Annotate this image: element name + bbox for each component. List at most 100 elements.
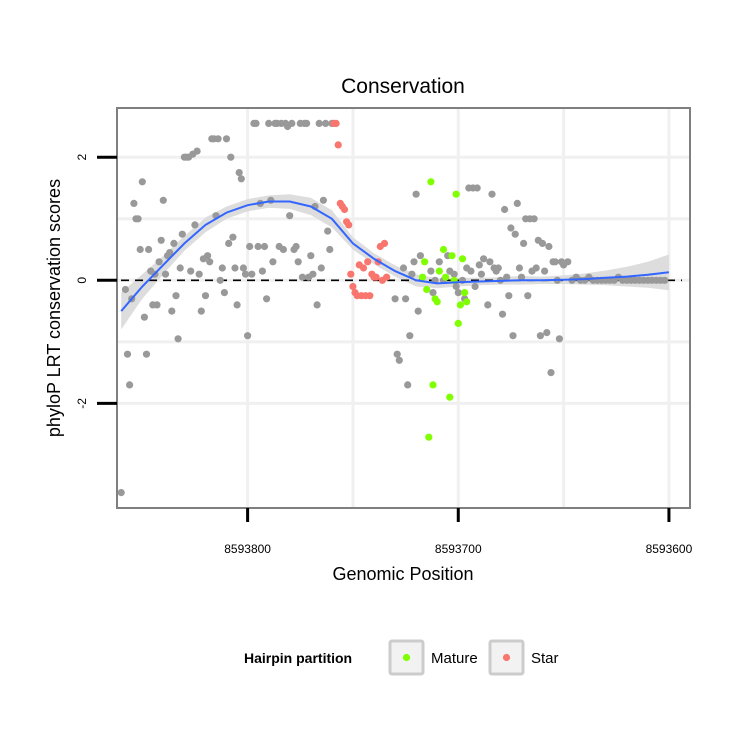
data-point-other [178, 230, 186, 238]
data-point-other [229, 233, 237, 241]
data-point-other [427, 267, 435, 275]
data-point-other [197, 307, 205, 315]
series-mature [418, 178, 471, 441]
data-point-other [532, 264, 540, 272]
data-point-star [345, 221, 353, 229]
data-point-star [340, 205, 349, 214]
data-point-other [326, 245, 334, 254]
data-point-other [267, 196, 275, 204]
data-point-other [486, 258, 494, 266]
data-point-other [260, 242, 269, 251]
data-point-other [406, 332, 414, 340]
data-point-other [269, 258, 277, 266]
data-point-other [536, 332, 545, 340]
legend-item-mature: Mature [388, 639, 478, 676]
data-point-other [551, 258, 559, 266]
data-point-other [235, 169, 243, 177]
data-point-other [480, 255, 488, 263]
data-point-other [307, 252, 315, 260]
data-point-other [218, 264, 226, 272]
data-point-other [166, 249, 174, 257]
data-point-other [222, 135, 231, 143]
data-point-other [471, 282, 479, 291]
data-point-mature [425, 433, 433, 441]
data-point-other [416, 252, 424, 260]
data-point-other [564, 258, 572, 266]
data-point-mature [461, 289, 469, 297]
data-point-other [241, 270, 250, 278]
data-point-other [204, 252, 212, 260]
data-point-other [543, 329, 551, 337]
data-point-other [153, 301, 161, 309]
data-point-other [258, 267, 266, 275]
data-point-mature [433, 298, 441, 306]
data-point-other [292, 242, 300, 251]
data-point-other [408, 270, 416, 278]
y-tick-label: 2 [75, 154, 89, 161]
data-point-mature [423, 285, 431, 294]
legend-marker-mature [402, 653, 411, 662]
data-point-other [136, 245, 144, 254]
data-point-other [404, 381, 412, 389]
data-point-other [538, 239, 547, 247]
data-point-mature [418, 273, 427, 281]
smooth-line [120, 200, 670, 312]
data-point-other [524, 292, 532, 300]
data-point-other [412, 190, 420, 198]
data-point-other [172, 292, 180, 300]
panel-border [116, 107, 691, 509]
data-point-other [393, 350, 401, 358]
data-point-other [191, 221, 199, 229]
x-axis-title: Genomic Position [332, 564, 473, 584]
data-point-other [263, 295, 271, 303]
data-point-other [244, 332, 252, 340]
data-point-mature [435, 267, 443, 275]
data-point-other [117, 489, 125, 497]
data-point-other [134, 215, 142, 223]
data-point-star [332, 119, 340, 127]
data-point-mature [458, 255, 467, 263]
data-point-mature [454, 319, 462, 327]
data-point-mature [456, 301, 464, 309]
data-point-other [161, 270, 170, 278]
data-point-other [322, 119, 330, 127]
data-point-other [324, 227, 332, 235]
x-tick-label: 8593700 [435, 542, 482, 556]
data-point-other [475, 261, 483, 269]
data-point-other [541, 267, 549, 275]
data-point-other [176, 264, 184, 272]
data-point-star [372, 273, 380, 281]
series-star [330, 119, 391, 300]
data-point-other [395, 356, 403, 364]
data-point-other [216, 276, 224, 284]
data-point-other [515, 264, 524, 272]
data-point-other [414, 307, 422, 315]
data-point-other [225, 239, 233, 247]
data-point-other [473, 184, 481, 192]
data-point-other [214, 135, 222, 143]
data-point-other [661, 276, 669, 284]
plot-panel [117, 108, 690, 508]
data-point-other [168, 307, 176, 315]
data-point-mature [429, 381, 437, 389]
data-point-other [239, 264, 247, 272]
data-point-mature [421, 258, 429, 266]
data-point-other [391, 295, 399, 303]
data-point-other [140, 313, 148, 321]
data-point-star [383, 273, 391, 281]
data-point-other [201, 292, 210, 300]
data-point-other [121, 285, 129, 294]
data-point-other [220, 289, 228, 297]
data-point-other [155, 258, 163, 266]
legend-item-star: Star [488, 639, 559, 676]
y-tick-label: 0 [75, 277, 89, 284]
data-point-mature [442, 273, 450, 281]
data-point-other [159, 196, 167, 204]
data-point-other [130, 199, 138, 207]
data-point-other [517, 273, 526, 281]
data-point-mature [463, 298, 471, 306]
data-point-other [303, 119, 311, 127]
x-tick-label: 8593600 [646, 542, 693, 556]
data-points [117, 119, 669, 497]
